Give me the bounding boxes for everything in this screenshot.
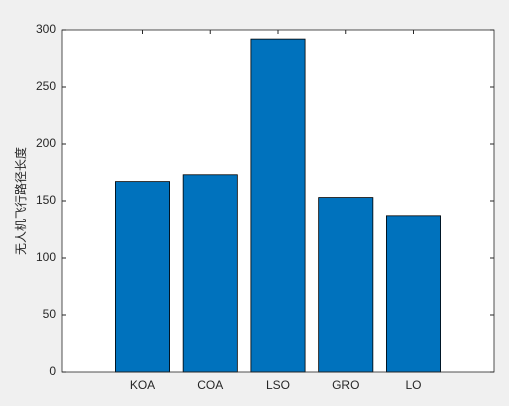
bar [182, 174, 238, 373]
y-tick-label: 300 [36, 22, 56, 36]
x-tick-label: LSO [266, 378, 290, 392]
y-tick-label: 100 [36, 250, 56, 264]
y-tick-label: 150 [36, 193, 56, 207]
x-tick-label: COA [197, 378, 223, 392]
bar [385, 215, 441, 373]
x-tick-label: GRO [332, 378, 359, 392]
axes-box [61, 29, 495, 373]
y-tick-label: 250 [36, 79, 56, 93]
y-tick-label: 200 [36, 136, 56, 150]
x-tick-label: KOA [130, 378, 155, 392]
y-tick-label: 50 [43, 307, 57, 321]
y-axis-label: 无人机飞行路径长度 [13, 147, 28, 255]
bar [115, 181, 171, 373]
x-tick-label: LO [405, 378, 421, 392]
y-tick-label: 0 [49, 364, 56, 378]
bar [318, 197, 374, 373]
bar [250, 38, 306, 373]
